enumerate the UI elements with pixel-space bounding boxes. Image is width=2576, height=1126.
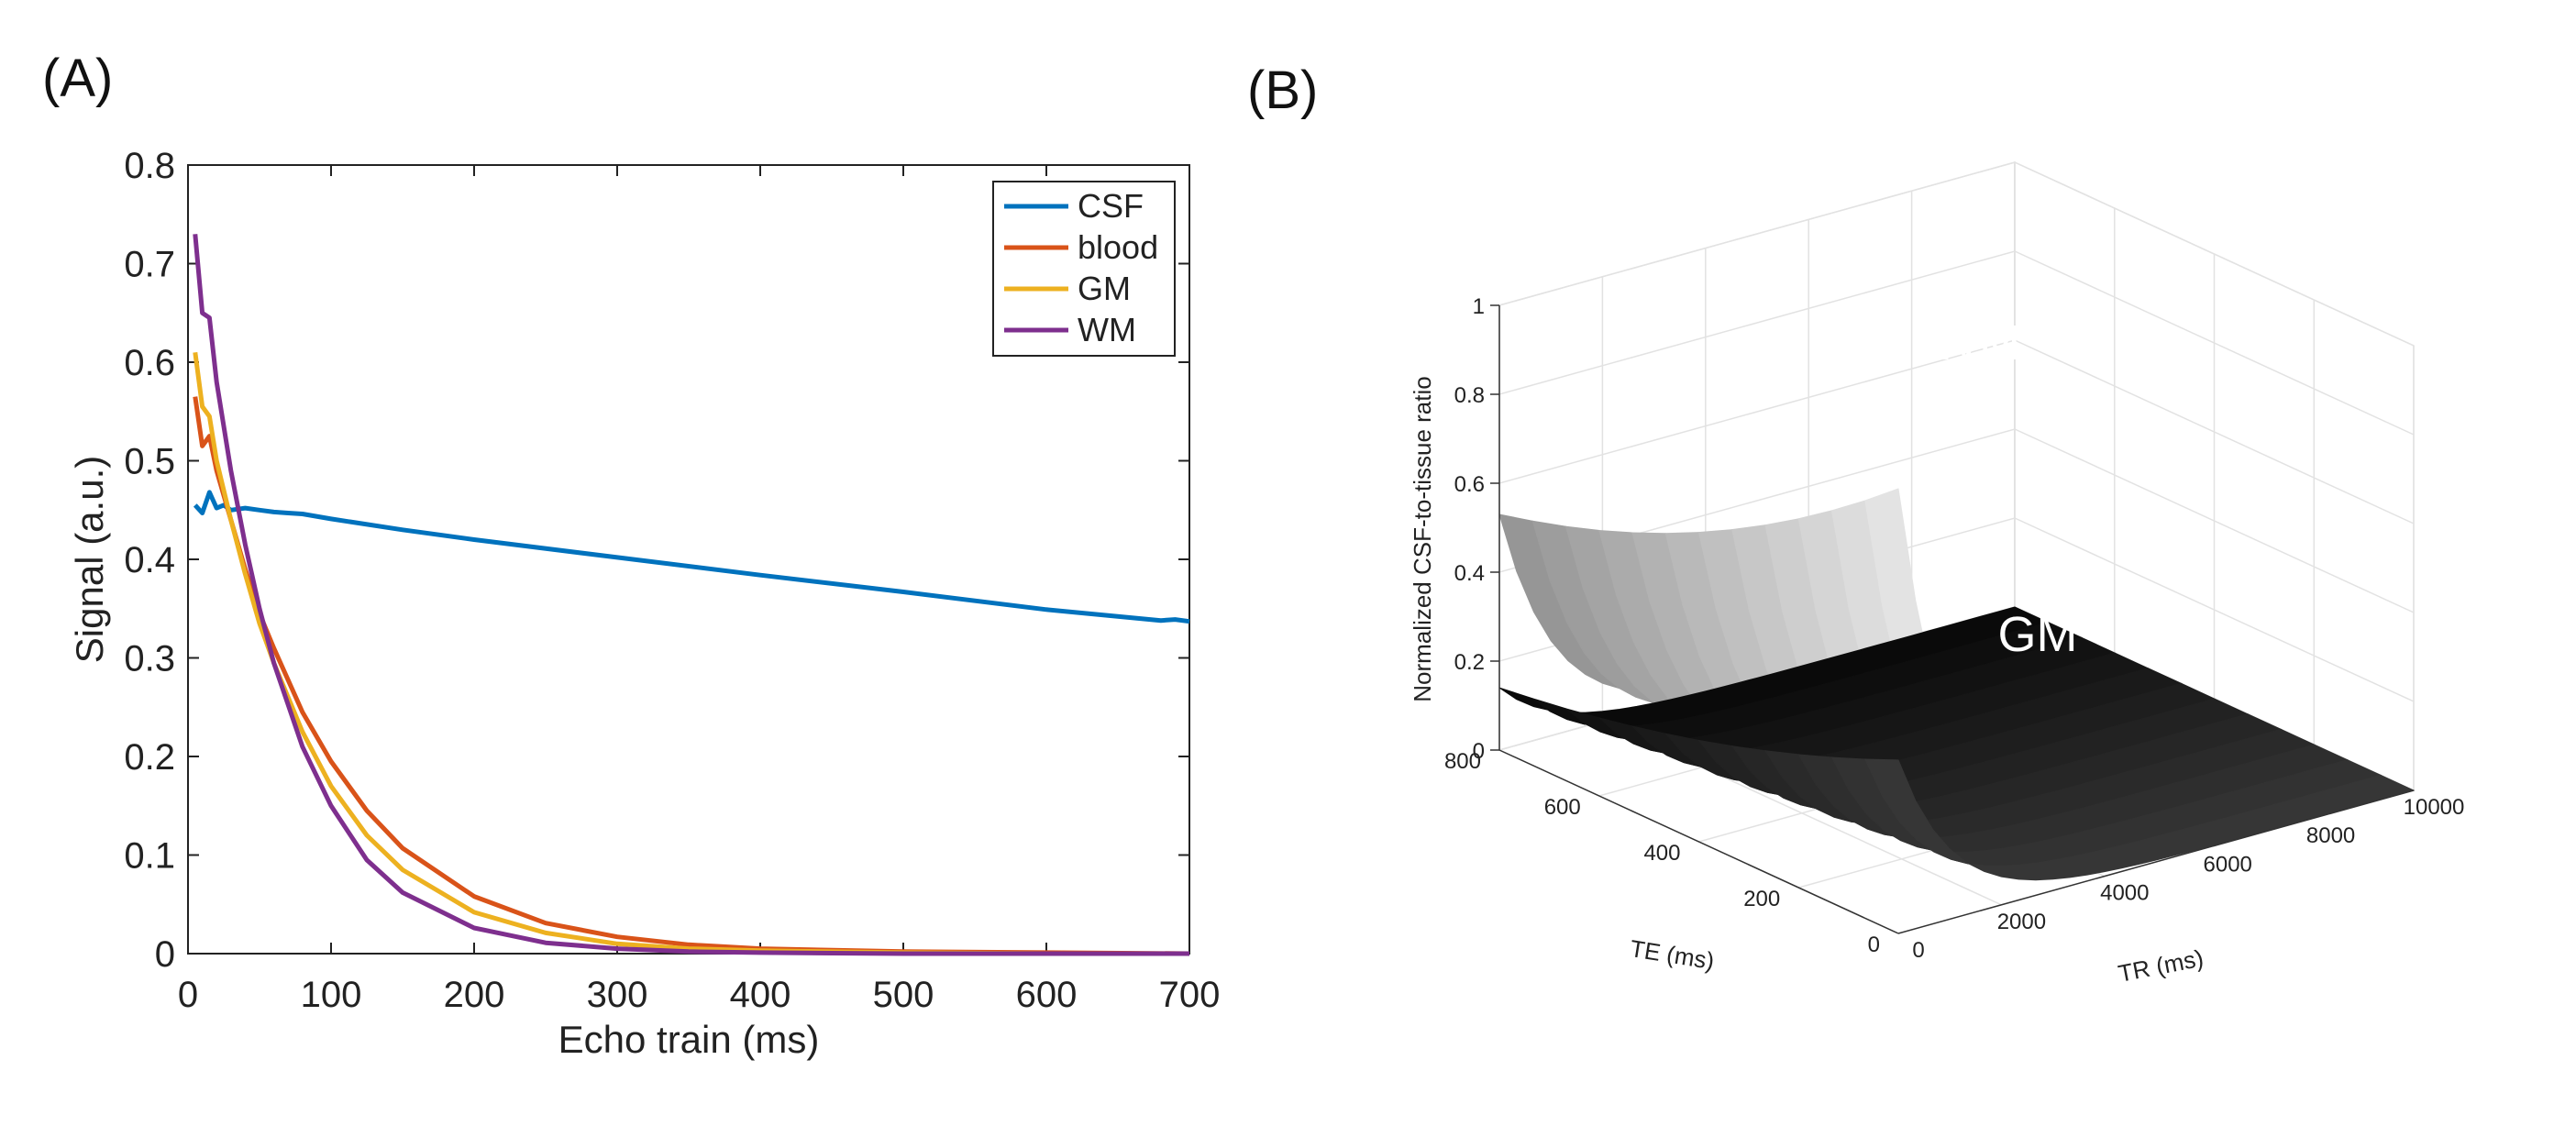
legend-box (992, 181, 1176, 357)
legend-label-gm: GM (1078, 270, 1131, 307)
y-tick-label: 0.7 (124, 245, 175, 285)
z-axis-label: Normalized CSF-to-tissue ratio (1409, 376, 1436, 701)
y-tick-label: 0.4 (124, 540, 175, 580)
x-tick-label: 0 (178, 975, 198, 1015)
tr-tick-label: 2000 (1997, 910, 2046, 934)
legend-label-csf: CSF (1078, 187, 1144, 225)
tr-tick-label: 10000 (2404, 795, 2465, 820)
te-tick-label: 600 (1544, 795, 1581, 820)
x-tick-label: 200 (444, 975, 505, 1015)
chart-b-surfaces: WM GM (1498, 315, 2416, 881)
y-axis-label: Signal (a.u.) (68, 456, 111, 663)
panel-a-label: (A) (42, 49, 114, 108)
x-tick-label: 100 (301, 975, 362, 1015)
series-line-csf (193, 490, 1190, 624)
tr-tick-label: 0 (1912, 938, 1924, 963)
legend-label-wm: WM (1078, 311, 1136, 348)
tr-tick-label: 6000 (2204, 852, 2252, 877)
x-axis-label: Echo train (ms) (558, 1018, 820, 1061)
chart-b-axes: 00.20.40.60.8102004006008000200040006000… (1409, 294, 2464, 988)
annotation-gm: GM (1998, 607, 2078, 662)
x-tick-label: 300 (587, 975, 648, 1015)
te-tick-label: 200 (1743, 887, 1780, 911)
z-tick-label: 0.8 (1454, 383, 1485, 408)
annotation-wm: WM (1932, 315, 2020, 370)
chart-a-lines (193, 234, 1190, 956)
y-tick-label: 0.3 (124, 639, 175, 679)
tr-axis-line (1897, 789, 2415, 934)
z-tick-label: 0.6 (1454, 472, 1485, 497)
z-tick-label: 0 (1473, 739, 1485, 764)
y-tick-label: 0 (155, 934, 175, 975)
y-tick-label: 0.1 (124, 836, 175, 877)
legend-label-blood: blood (1078, 228, 1158, 266)
panel-b-label: (B) (1247, 61, 1319, 120)
tr-axis-label: TR (ms) (2116, 944, 2206, 987)
tr-tick-label: 8000 (2306, 823, 2355, 848)
y-tick-label: 0.5 (124, 442, 175, 482)
y-tick-label: 0.8 (124, 146, 175, 186)
series-line-wm (193, 234, 1189, 956)
x-tick-label: 400 (730, 975, 791, 1015)
te-tick-label: 800 (1444, 749, 1481, 774)
x-tick-label: 500 (873, 975, 934, 1015)
z-tick-label: 0.4 (1454, 561, 1485, 586)
tr-tick-label: 4000 (2100, 881, 2149, 906)
z-tick-label: 0.2 (1454, 650, 1485, 675)
x-tick-label: 700 (1159, 975, 1221, 1015)
te-axis-line (1498, 749, 1899, 934)
z-tick-label: 1 (1473, 294, 1485, 319)
te-tick-label: 400 (1643, 841, 1680, 866)
y-tick-label: 0.6 (124, 343, 175, 383)
te-tick-label: 0 (1868, 933, 1880, 957)
y-tick-label: 0.2 (124, 737, 175, 778)
te-axis-label: TE (ms) (1628, 934, 1716, 975)
x-tick-label: 600 (1016, 975, 1078, 1015)
chart-a-echo-train-signal: 0 100 200 300 400 500 600 700 0 0.1 0.2 0.3 0.4 0.5 0.… (68, 146, 1221, 1061)
